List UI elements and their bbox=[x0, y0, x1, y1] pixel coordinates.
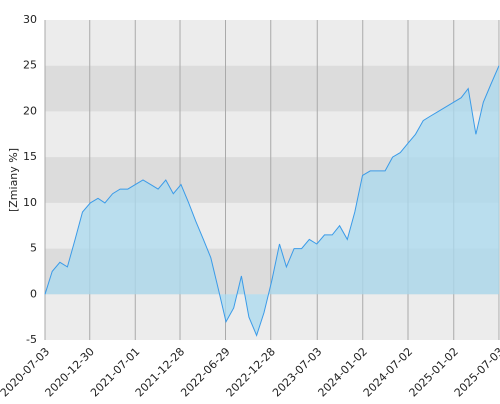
area-fill bbox=[45, 65, 499, 336]
band bbox=[45, 65, 499, 112]
y-tick-label: 10 bbox=[23, 196, 37, 209]
y-tick-label: 25 bbox=[23, 59, 37, 72]
y-tick-label: 20 bbox=[23, 104, 37, 117]
line bbox=[44, 65, 500, 337]
y-tick-label: -5 bbox=[26, 333, 37, 346]
y-tick-label: 15 bbox=[23, 150, 37, 163]
y-tick-label: 30 bbox=[23, 13, 37, 26]
y-axis-label: [Zmiany %] bbox=[7, 148, 20, 212]
y-tick-label: 5 bbox=[30, 242, 37, 255]
y-tick-label: 0 bbox=[30, 287, 37, 300]
